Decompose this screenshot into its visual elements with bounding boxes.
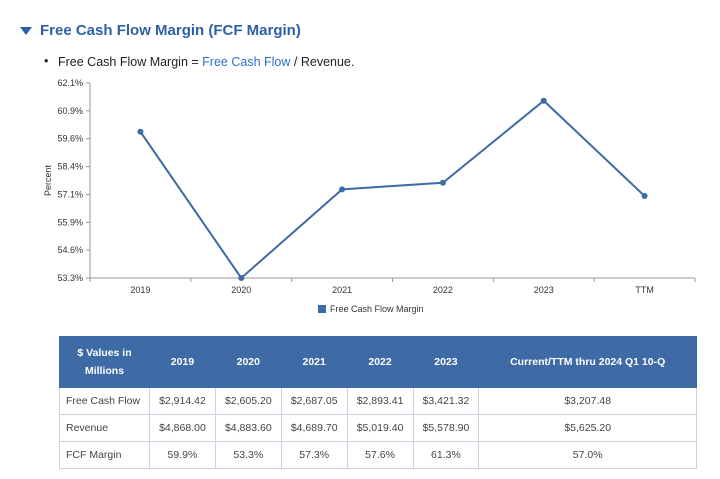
table-cell: $2,893.41 (346, 387, 414, 415)
x-tick-label: 2021 (332, 285, 352, 295)
y-tick-label: 59.6% (57, 134, 83, 144)
table-cell: $2,914.42 (149, 387, 216, 415)
data-point (238, 275, 245, 281)
legend-label: Free Cash Flow Margin (330, 304, 424, 314)
table-body: Free Cash Flow $2,914.42 $2,605.20 $2,687.0… (59, 387, 697, 469)
table-cell: $5,578.90 (412, 414, 480, 442)
table-header-row: $ Values in Millions 2019 2020 2021 2022 2023… (59, 336, 697, 388)
table-cell: 57.6% (346, 441, 414, 469)
table-header-year: 2023 (412, 336, 480, 388)
y-tick-label: 62.1% (57, 78, 83, 88)
table-header-year: Current/TTM thru 2024 Q1 10-Q (478, 336, 697, 388)
formula-line: • Free Cash Flow Margin = Free Cash Flow… (44, 54, 355, 69)
table-cell: 53.3% (214, 441, 282, 469)
x-tick-label: 2020 (231, 285, 251, 295)
data-point (439, 179, 446, 186)
row-label: Revenue (59, 414, 150, 442)
bullet: • (44, 54, 49, 68)
free-cash-flow-link[interactable]: Free Cash Flow (202, 55, 291, 69)
formula-term: Free Cash Flow Margin = (58, 55, 199, 69)
section-title: Free Cash Flow Margin (FCF Margin) (40, 22, 301, 39)
table-row: FCF Margin 59.9% 53.3% 57.3% 57.6% 61.3% 57.0% (59, 441, 697, 469)
y-axis-label: Percent (43, 164, 53, 196)
table-cell: 57.3% (280, 441, 348, 469)
row-label: FCF Margin (59, 441, 150, 469)
fcf-margin-line-chart: 62.1% 60.9% 59.6% 58.4% 57.1% 55.9% 54.6% 53.3%… (43, 78, 696, 314)
table-cell: 57.0% (478, 441, 697, 469)
table-cell: $4,689.70 (280, 414, 348, 442)
section-header[interactable]: Free Cash Flow Margin (FCF Margin) (20, 22, 301, 39)
x-tick-label: 2022 (433, 285, 453, 295)
table-cell: $2,605.20 (214, 387, 282, 415)
data-point (339, 186, 346, 193)
y-tick-label: 53.3% (57, 273, 83, 283)
data-point (540, 97, 547, 104)
table-header-label: $ Values in Millions (59, 336, 150, 388)
series-line (139, 99, 646, 280)
row-label: Free Cash Flow (59, 387, 150, 415)
table-row: Free Cash Flow $2,914.42 $2,605.20 $2,687.0… (59, 387, 697, 415)
x-tick-label: 2019 (130, 285, 150, 295)
table-cell: $3,207.48 (478, 387, 697, 415)
x-tick-label: TTM (635, 285, 654, 295)
table-header-year: 2022 (346, 336, 414, 388)
table-cell: 59.9% (149, 441, 216, 469)
x-tick-label: 2023 (534, 285, 554, 295)
formula-rest: / Revenue. (293, 55, 355, 69)
collapse-caret-icon[interactable] (20, 26, 32, 35)
data-point (641, 193, 648, 200)
y-tick-label: 60.9% (57, 106, 83, 116)
table-header-year: 2021 (280, 336, 348, 388)
table-cell: $4,868.00 (149, 414, 216, 442)
table-header-year: 2020 (214, 336, 282, 388)
table-cell: $3,421.32 (412, 387, 480, 415)
y-tick-label: 54.6% (57, 245, 83, 255)
table-cell: 61.3% (412, 441, 480, 469)
y-tick-label: 55.9% (57, 217, 83, 227)
table-cell: $2,687.05 (280, 387, 348, 415)
legend-swatch (318, 305, 326, 313)
fcf-table: $ Values in Millions 2019 2020 2021 2022 2023… (59, 336, 697, 469)
table-row: Revenue $4,868.00 $4,883.60 $4,689.70 $5,019… (59, 414, 697, 442)
table-cell: $5,625.20 (478, 414, 697, 442)
y-tick-label: 57.1% (57, 189, 83, 199)
table-header-year: 2019 (149, 336, 216, 388)
y-tick-label: 58.4% (57, 162, 83, 172)
data-point (137, 128, 144, 135)
table-cell: $4,883.60 (214, 414, 282, 442)
table-cell: $5,019.40 (346, 414, 414, 442)
